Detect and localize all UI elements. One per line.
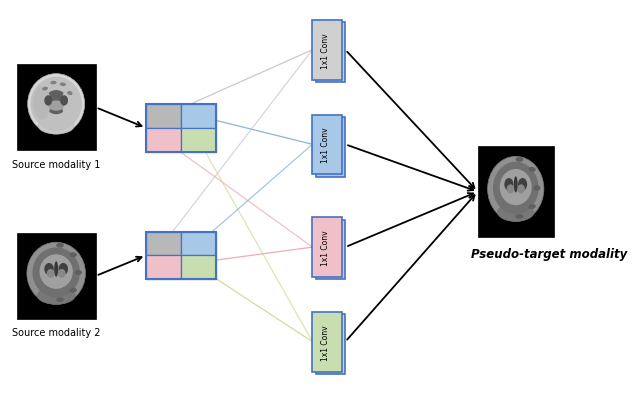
Ellipse shape	[40, 255, 73, 289]
Ellipse shape	[44, 263, 54, 275]
Ellipse shape	[534, 186, 540, 191]
Ellipse shape	[500, 170, 532, 206]
Ellipse shape	[27, 243, 86, 305]
Ellipse shape	[28, 74, 84, 135]
Bar	[146, 105, 181, 128]
Ellipse shape	[37, 287, 75, 305]
Bar	[181, 256, 216, 279]
Ellipse shape	[60, 83, 66, 87]
Ellipse shape	[58, 269, 66, 278]
Text: 1x1 Conv: 1x1 Conv	[321, 127, 330, 163]
Bar	[316, 23, 346, 83]
Ellipse shape	[56, 297, 64, 302]
Ellipse shape	[51, 82, 56, 85]
Ellipse shape	[54, 261, 58, 277]
Ellipse shape	[58, 263, 68, 275]
Bar	[312, 312, 342, 372]
Bar	[316, 118, 346, 177]
Ellipse shape	[497, 204, 534, 222]
Ellipse shape	[529, 204, 536, 210]
Bar	[146, 105, 216, 152]
Ellipse shape	[504, 178, 513, 191]
Ellipse shape	[515, 158, 524, 162]
Ellipse shape	[518, 178, 527, 191]
Ellipse shape	[75, 270, 82, 275]
Ellipse shape	[44, 96, 52, 106]
Ellipse shape	[44, 91, 68, 115]
Ellipse shape	[67, 92, 72, 96]
Ellipse shape	[61, 88, 79, 120]
Ellipse shape	[488, 157, 544, 222]
Text: Source modality 2: Source modality 2	[12, 328, 100, 337]
Bar	[146, 256, 181, 279]
Bar	[181, 128, 216, 152]
Ellipse shape	[517, 185, 525, 194]
Ellipse shape	[60, 96, 68, 106]
Bar	[316, 220, 346, 280]
Ellipse shape	[48, 101, 64, 112]
Ellipse shape	[33, 88, 51, 120]
Ellipse shape	[56, 243, 64, 248]
Ellipse shape	[33, 248, 80, 298]
Text: 1x1 Conv: 1x1 Conv	[321, 33, 330, 69]
Ellipse shape	[70, 288, 77, 293]
Ellipse shape	[70, 253, 77, 258]
Ellipse shape	[493, 162, 539, 215]
Bar	[146, 128, 181, 152]
Ellipse shape	[529, 167, 536, 173]
Bar	[181, 105, 216, 128]
Bar	[146, 232, 216, 279]
Bar	[17, 65, 96, 151]
Ellipse shape	[507, 185, 514, 194]
Ellipse shape	[47, 269, 54, 278]
Text: Source modality 1: Source modality 1	[12, 159, 100, 169]
Bar	[17, 233, 96, 319]
Bar	[316, 315, 346, 374]
Bar	[312, 115, 342, 175]
Text: Pseudo-target modality: Pseudo-target modality	[471, 247, 627, 261]
Text: 1x1 Conv: 1x1 Conv	[321, 324, 330, 360]
Ellipse shape	[42, 88, 48, 91]
Bar	[146, 232, 181, 256]
Ellipse shape	[515, 215, 524, 219]
Bar	[312, 218, 342, 277]
Text: 1x1 Conv: 1x1 Conv	[321, 230, 330, 265]
Bar	[312, 21, 342, 81]
Ellipse shape	[31, 78, 82, 132]
Bar	[181, 232, 216, 256]
Ellipse shape	[38, 119, 74, 135]
Ellipse shape	[514, 177, 518, 193]
Bar	[477, 147, 554, 237]
